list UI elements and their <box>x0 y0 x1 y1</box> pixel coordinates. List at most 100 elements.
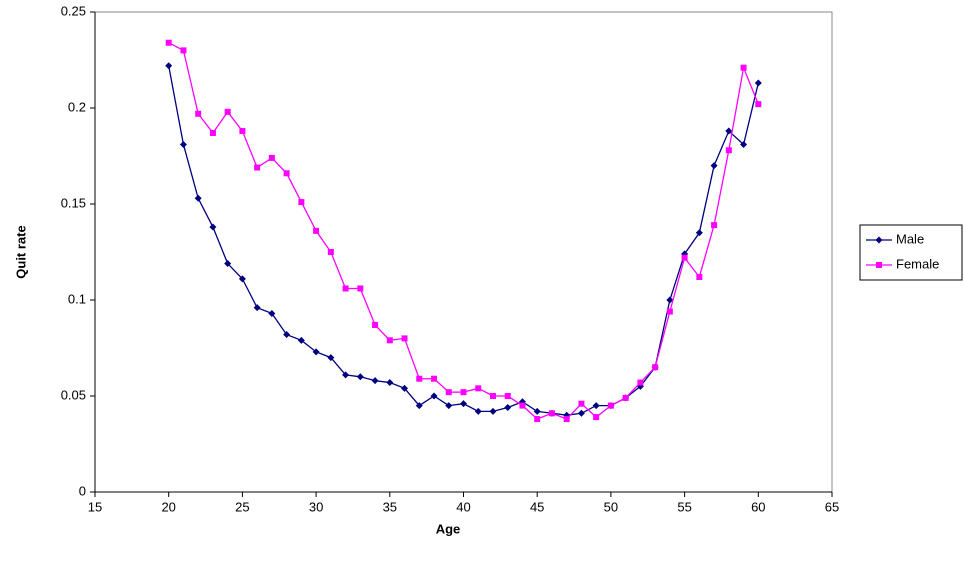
marker <box>268 309 276 317</box>
y-tick-label: 0.1 <box>68 291 86 306</box>
marker <box>622 394 629 401</box>
y-tick-label: 0.25 <box>61 3 86 18</box>
marker <box>356 373 364 381</box>
marker <box>519 402 526 409</box>
marker <box>430 392 438 400</box>
marker <box>445 402 453 410</box>
series-line <box>168 65 759 416</box>
y-tick-label: 0.2 <box>68 99 86 114</box>
marker <box>165 62 173 70</box>
marker <box>474 407 482 415</box>
marker <box>460 400 467 408</box>
marker <box>666 296 674 304</box>
x-tick-label: 20 <box>161 499 175 514</box>
marker <box>415 402 423 410</box>
y-tick-label: 0 <box>79 483 86 498</box>
marker <box>593 414 600 421</box>
marker <box>342 285 349 292</box>
marker <box>195 110 202 117</box>
marker <box>548 410 555 417</box>
marker <box>578 400 585 407</box>
marker <box>637 379 644 386</box>
marker <box>298 199 305 206</box>
marker <box>577 409 585 417</box>
marker <box>165 39 172 46</box>
legend <box>859 224 963 281</box>
marker <box>475 385 482 392</box>
marker <box>445 389 452 396</box>
marker <box>327 249 334 255</box>
marker <box>754 79 762 87</box>
marker <box>460 389 467 396</box>
marker <box>592 402 600 410</box>
marker <box>401 384 409 392</box>
marker <box>711 222 718 229</box>
marker <box>313 227 320 234</box>
marker <box>695 229 703 237</box>
marker <box>416 375 423 382</box>
marker <box>312 348 320 356</box>
marker <box>209 129 216 136</box>
marker <box>386 379 394 387</box>
marker <box>342 371 350 379</box>
x-tick-label: 30 <box>309 499 323 514</box>
legend-marker <box>876 262 882 268</box>
x-tick-label: 15 <box>88 499 102 514</box>
marker <box>239 128 246 135</box>
marker <box>386 337 393 344</box>
plot-area <box>94 11 833 493</box>
marker <box>371 377 379 385</box>
marker <box>209 223 217 231</box>
marker <box>710 162 718 170</box>
marker <box>254 164 261 171</box>
marker <box>725 147 732 154</box>
x-tick-label: 65 <box>825 499 839 514</box>
marker <box>563 416 570 423</box>
marker <box>194 194 202 202</box>
series-line <box>168 42 759 420</box>
marker <box>431 375 438 382</box>
marker <box>283 331 291 339</box>
x-tick-label: 25 <box>235 499 249 514</box>
marker <box>652 364 659 371</box>
marker <box>327 354 335 362</box>
marker <box>372 321 379 328</box>
y-tick-label: 0.15 <box>61 195 86 210</box>
x-tick-label: 45 <box>530 499 544 514</box>
marker <box>297 336 305 344</box>
y-axis-label: Quit rate <box>13 225 28 278</box>
marker <box>401 335 408 342</box>
marker <box>725 127 733 135</box>
marker <box>504 393 511 399</box>
marker <box>607 402 614 409</box>
legend-marker <box>875 236 883 244</box>
marker <box>489 407 497 415</box>
marker <box>180 47 187 54</box>
x-tick-label: 50 <box>604 499 618 514</box>
legend-label: Female <box>896 256 939 271</box>
marker <box>268 154 275 161</box>
marker <box>755 101 762 108</box>
marker <box>283 170 290 177</box>
x-tick-label: 35 <box>383 499 397 514</box>
marker <box>489 393 496 399</box>
marker <box>696 273 703 280</box>
marker <box>224 260 232 268</box>
marker <box>681 250 689 258</box>
y-tick-label: 0.05 <box>61 387 86 402</box>
legend-label: Male <box>896 231 924 246</box>
marker <box>224 108 231 115</box>
x-tick-label: 40 <box>456 499 470 514</box>
marker <box>357 285 364 292</box>
marker <box>666 308 673 315</box>
x-axis-label: Age <box>436 521 461 536</box>
marker <box>740 64 747 71</box>
marker <box>253 304 261 312</box>
x-tick-label: 55 <box>677 499 691 514</box>
marker <box>740 140 748 148</box>
marker <box>534 416 541 423</box>
marker <box>533 407 541 415</box>
x-tick-label: 60 <box>751 499 765 514</box>
marker <box>504 404 512 412</box>
